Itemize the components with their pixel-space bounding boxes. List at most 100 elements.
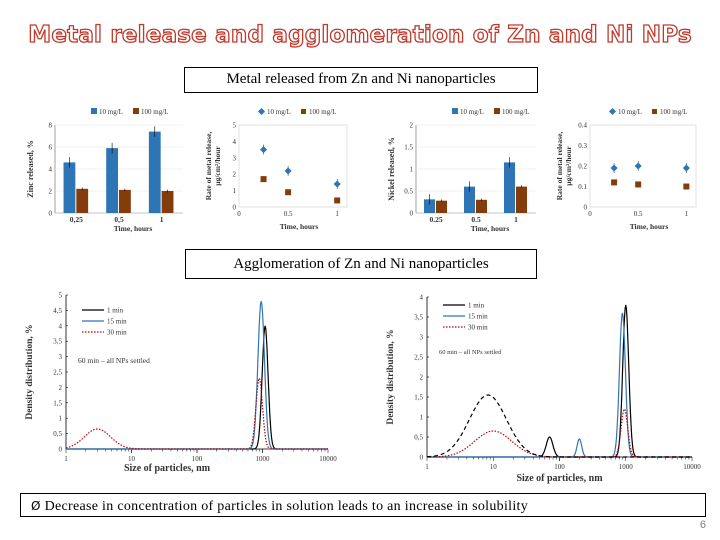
data-point [260,176,267,183]
bar [436,200,447,213]
y-tick-label: 3,5 [53,338,62,346]
data-point [285,189,292,196]
y-tick-label: 0 [420,454,424,462]
ni-size-dist-panel: 0 0,5 1 1,5 2 2,5 3 3,5 4 1 10 100 1000 10000 1 min 15 … [383,285,706,485]
arrow-bullet-icon: Ø [31,499,41,513]
bar [76,188,89,213]
slide-title: Metal release and agglomeration of Zn an… [28,21,693,48]
y-tick-label: 4 [49,166,53,174]
y-tick-label: 0,5 [414,434,423,442]
series-line [66,301,328,450]
y-tick-label: 6 [49,144,53,152]
y-tick-label: 2 [59,384,63,392]
legend-marker [133,108,139,114]
legend-marker [301,109,306,114]
x-tick-label: 0 [237,210,241,218]
legend-label: 1 min [107,307,124,315]
x-axis-label: Time, hours [471,224,510,233]
x-axis-label: Time, hours [630,222,669,231]
legend-label: 30 min [107,329,127,337]
legend-marker [452,108,458,114]
legend-marker [608,107,617,116]
data-point [260,146,268,154]
y-tick-label: 1.5 [404,144,413,152]
x-tick-label: 1 [514,215,518,224]
section2-title: Agglomeration of Zn and Ni nanoparticles [233,256,489,272]
x-tick-label: 0,5 [114,215,124,224]
x-tick-label: 1000 [256,455,271,463]
legend-label: 100 mg/L [309,108,336,116]
bar [516,186,527,213]
section2-title-box: Agglomeration of Zn and Ni nanoparticles [185,249,537,279]
x-tick-label: 1 [335,210,339,218]
conclusion-box: Ø Decrease in concentration of particles… [20,493,706,517]
plot-area [238,124,348,208]
y-tick-label: 2,5 [53,369,62,377]
x-tick-label: 1 [64,455,68,463]
y-tick-label: 3 [59,353,63,361]
y-tick-label: 4 [233,138,237,146]
y-tick-label: 1 [410,166,414,174]
y-tick-label: 0.4 [578,122,587,130]
x-tick-label: 10 [128,455,136,463]
zn-size-dist-panel: 0 0,5 1 1,5 2 2,5 3 3,5 4 4,5 5 1 10 100 1000 10000 1 mi… [22,285,342,475]
y-tick-label: 5 [233,122,237,130]
y-tick-label: 4,5 [53,307,62,315]
y-tick-label: 2 [233,171,237,179]
series-line [65,376,328,450]
bar [424,199,435,213]
legend-label: 10 mg/L [267,108,291,116]
y-tick-label: 0.3 [578,142,587,150]
bar [161,191,174,213]
x-tick-label: 10 [490,463,498,471]
legend-label: 10 mg/L [99,108,123,116]
y-tick-label: 0 [410,210,414,218]
legend-marker [494,108,500,114]
series-line [426,407,692,458]
bar [464,186,475,213]
legend-label: 100 mg/L [141,108,168,116]
x-tick-label: 1 [425,463,429,471]
y-tick-label: 8 [49,122,53,130]
ni-size-dist-chart: 0 0,5 1 1,5 2 2,5 3 3,5 4 1 10 100 1000 10000 1 min 15 … [386,294,701,485]
y-tick-label: 2 [49,188,53,196]
x-axis-label: Time, hours [114,224,153,233]
y-tick-label: 0 [49,210,53,218]
y-tick-label: 4 [59,322,63,330]
plot-area [589,124,697,208]
legend-label: 100 mg/L [502,108,529,116]
x-axis-label: Size of particles, nm [124,463,211,474]
section1-title-box: Metal released from Zn and Ni nanopartic… [184,67,538,93]
legend-marker [652,109,657,114]
annotation: 60 min – all NPs settled [78,356,150,365]
y-axis-label: µg/cm²/hour [213,146,222,186]
zn-release-bar-panel: 10 mg/L 100 mg/L 0 2 4 6 8 0,25 0,5 1 Time, hours Z… [21,101,189,241]
y-axis-label: Rate of metal release, [204,132,213,201]
page-number: 6 [699,519,706,531]
bar [63,162,76,213]
data-point [635,181,642,188]
bar [148,131,161,213]
zn-size-dist-chart: 0 0,5 1 1,5 2 2,5 3 3,5 4 4,5 5 1 10 100 1000 10000 1 mi… [25,292,337,475]
y-tick-label: 0 [584,204,588,212]
x-tick-label: 100 [192,455,203,463]
x-tick-label: 10000 [683,463,701,471]
zn-release-bar-chart: 10 mg/L 100 mg/L 0 2 4 6 8 0,25 0,5 1 Time, hours Z… [26,108,183,233]
ni-release-bar-panel: 10 mg/L 100 mg/L 0 0.5 1 1.5 2 0.25 0.5 1 Time, ho… [382,101,542,241]
x-tick-label: 1 [685,210,689,218]
legend-marker [91,108,97,114]
data-point [333,180,341,188]
y-tick-label: 0 [233,204,237,212]
conclusion-text: Decrease in concentration of particles i… [44,499,529,514]
y-tick-label: 0.5 [404,188,413,196]
y-tick-label: 0,5 [53,430,62,438]
x-tick-label: 0.25 [429,215,442,224]
zn-rate-scatter-panel: 10 mg/L 100 mg/L 0 1 2 3 4 5 0 0.5 1 Time, hours Rat… [199,101,359,241]
annotation: 60 min – all NPs settled [439,349,502,356]
legend-label: 1 min [468,302,485,310]
bar [504,162,515,213]
data-point [284,167,292,175]
x-tick-label: 0.5 [634,210,643,218]
ni-rate-scatter-chart: 10 mg/L 100 mg/L 0 0.1 0.2 0.3 0.4 0 0.5 1 Time, h… [555,107,697,231]
ni-release-bar-chart: 10 mg/L 100 mg/L 0 0.5 1 1.5 2 0.25 0.5 1 Time, ho… [387,108,536,233]
